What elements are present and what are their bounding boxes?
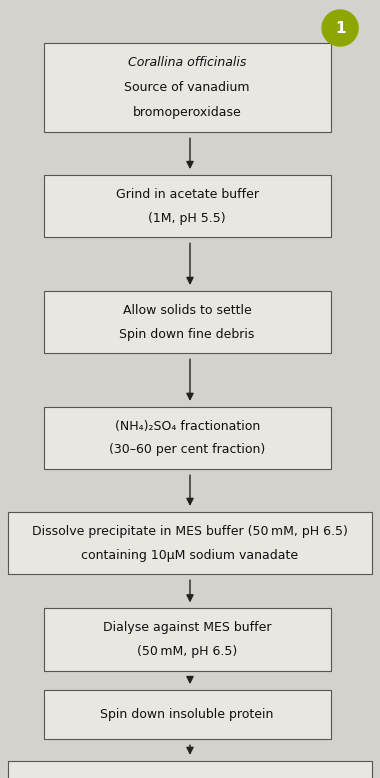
FancyBboxPatch shape: [8, 512, 372, 574]
FancyBboxPatch shape: [44, 43, 331, 132]
Text: Source of vanadium: Source of vanadium: [124, 81, 250, 94]
Text: Grind in acetate buffer: Grind in acetate buffer: [116, 187, 259, 201]
Text: (1M, pH 5.5): (1M, pH 5.5): [148, 212, 226, 225]
FancyBboxPatch shape: [44, 291, 331, 353]
Text: (30–60 per cent fraction): (30–60 per cent fraction): [109, 443, 265, 457]
FancyBboxPatch shape: [44, 608, 331, 671]
Text: containing 10μM sodium vanadate: containing 10μM sodium vanadate: [81, 548, 299, 562]
Circle shape: [322, 10, 358, 46]
Text: Corallina officinalis: Corallina officinalis: [128, 56, 246, 69]
FancyBboxPatch shape: [44, 175, 331, 237]
Text: Spin down fine debris: Spin down fine debris: [119, 328, 255, 341]
Text: Spin down insoluble protein: Spin down insoluble protein: [100, 708, 274, 721]
Text: bromoperoxidase: bromoperoxidase: [133, 106, 242, 119]
FancyBboxPatch shape: [44, 690, 331, 739]
FancyBboxPatch shape: [8, 761, 372, 778]
Text: (NH₄)₂SO₄ fractionation: (NH₄)₂SO₄ fractionation: [114, 419, 260, 433]
Text: (50 mM, pH 6.5): (50 mM, pH 6.5): [137, 645, 237, 658]
FancyBboxPatch shape: [44, 407, 331, 469]
Text: Allow solids to settle: Allow solids to settle: [123, 303, 252, 317]
Text: 1: 1: [335, 20, 345, 36]
Text: Dissolve precipitate in MES buffer (50 mM, pH 6.5): Dissolve precipitate in MES buffer (50 m…: [32, 524, 348, 538]
Text: Dialyse against MES buffer: Dialyse against MES buffer: [103, 621, 271, 634]
